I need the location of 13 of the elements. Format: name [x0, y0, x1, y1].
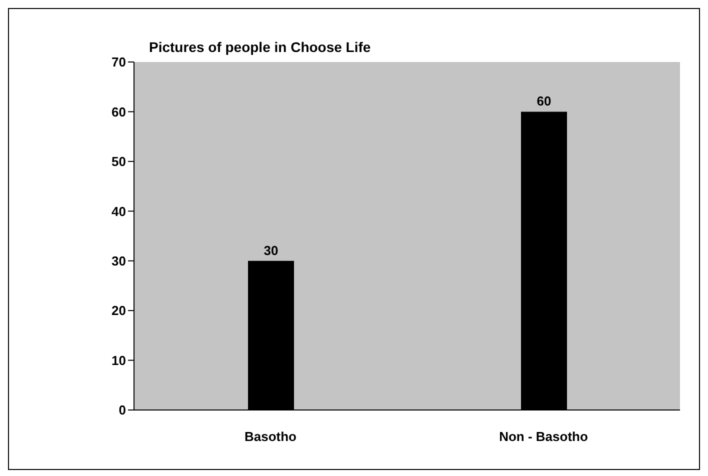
- y-tick-label: 50: [112, 154, 126, 170]
- y-tick-label: 70: [112, 54, 126, 70]
- y-tick-label: 30: [112, 253, 126, 268]
- y-tick-label: 40: [112, 204, 126, 219]
- chart-title: Pictures of people in Choose Life: [149, 39, 371, 55]
- x-tick-label: Non - Basotho: [499, 429, 588, 444]
- x-tick-label: Basotho: [244, 429, 297, 444]
- y-tick-label: 60: [112, 104, 126, 120]
- y-tick-label: 20: [112, 303, 126, 318]
- y-tick-label: 0: [118, 402, 126, 418]
- data-label: 30: [264, 242, 278, 258]
- y-tick-label: 10: [112, 352, 126, 368]
- data-label: 60: [536, 94, 552, 109]
